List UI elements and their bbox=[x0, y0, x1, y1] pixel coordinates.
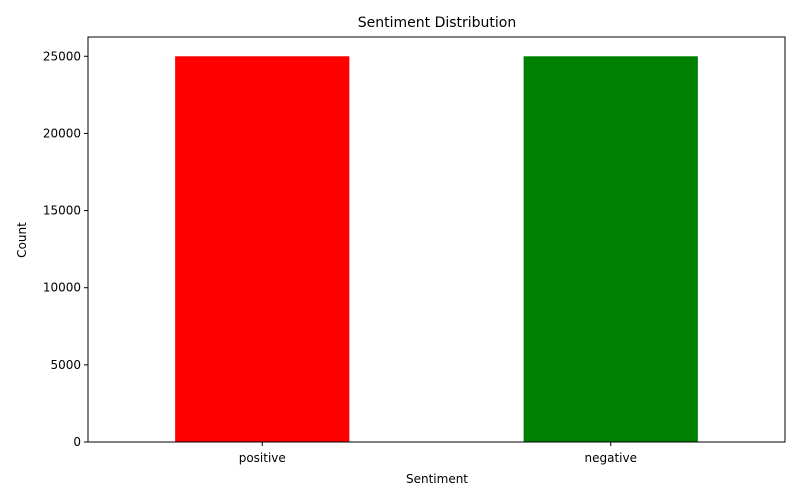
x-tick-label: positive bbox=[239, 451, 286, 465]
y-tick-label: 15000 bbox=[43, 204, 81, 218]
y-tick-label: 0 bbox=[73, 435, 81, 449]
y-axis-label: Count bbox=[15, 222, 29, 258]
y-tick-label: 5000 bbox=[50, 358, 81, 372]
y-tick-label: 25000 bbox=[43, 49, 81, 63]
x-tick-label: negative bbox=[585, 451, 637, 465]
plot-area: 0 5000 10000 15000 20000 25000 positive negativ… bbox=[43, 49, 698, 465]
bar-negative bbox=[523, 56, 698, 443]
y-tick-label: 10000 bbox=[43, 281, 81, 295]
x-axis-label: Sentiment bbox=[406, 472, 468, 486]
chart-title: Sentiment Distribution bbox=[358, 15, 517, 31]
bar-positive bbox=[175, 56, 350, 443]
y-tick-label: 20000 bbox=[43, 126, 81, 140]
plot-frame bbox=[87, 36, 786, 443]
